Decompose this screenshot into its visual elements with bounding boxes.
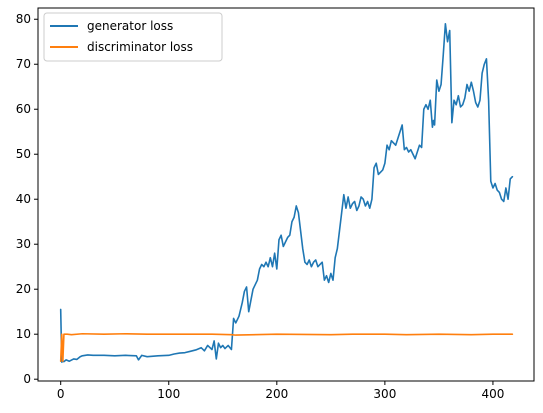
plot-area <box>38 8 534 381</box>
x-tick-label: 200 <box>265 387 288 401</box>
legend: generator loss discriminator loss <box>44 13 222 61</box>
plot-background <box>38 8 534 381</box>
x-tick-label: 300 <box>373 387 396 401</box>
y-tick-label: 50 <box>16 147 31 161</box>
y-tick-label: 70 <box>16 57 31 71</box>
y-tick-label: 10 <box>16 327 31 341</box>
y-tick-label: 60 <box>16 102 31 116</box>
x-tick-label: 400 <box>481 387 504 401</box>
x-tick-label: 0 <box>57 387 65 401</box>
y-tick-label: 40 <box>16 192 31 206</box>
legend-label-generator-loss: generator loss <box>87 19 173 33</box>
legend-label-discriminator-loss: discriminator loss <box>87 40 193 54</box>
y-tick-label: 20 <box>16 282 31 296</box>
y-tick-label: 30 <box>16 237 31 251</box>
y-tick-label: 80 <box>16 12 31 26</box>
y-tick-label: 0 <box>23 372 31 386</box>
x-tick-label: 100 <box>157 387 180 401</box>
